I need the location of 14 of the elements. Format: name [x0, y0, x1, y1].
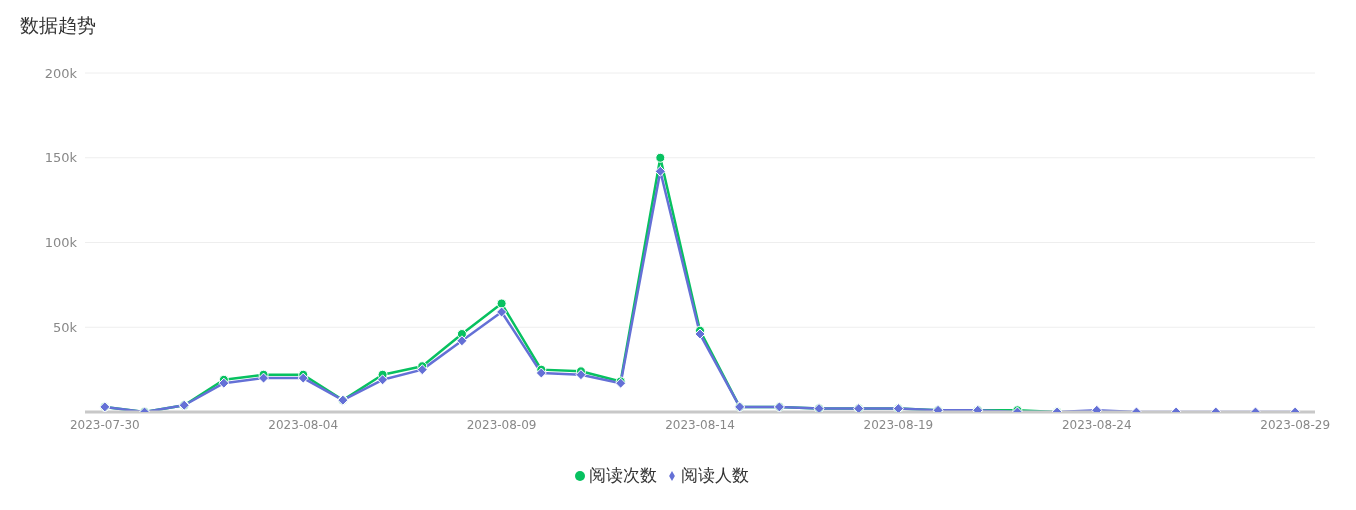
y-tick-label: 200k	[44, 65, 78, 81]
x-tick-label: 2023-08-19	[863, 417, 934, 432]
x-tick-label: 2023-08-04	[268, 417, 339, 432]
y-tick-label: 50k	[52, 319, 78, 335]
chart-title: 数据趋势	[19, 13, 97, 38]
x-tick-label: 2023-07-30	[69, 417, 140, 432]
legend-label: 阅读人数	[680, 465, 749, 485]
x-tick-label: 2023-08-29	[1260, 417, 1331, 432]
legend-label: 阅读次数	[588, 465, 657, 485]
x-tick-label: 2023-08-24	[1061, 417, 1132, 432]
x-tick-label: 2023-08-14	[665, 417, 735, 432]
x-tick-label: 2023-08-09	[466, 417, 537, 432]
y-tick-label: 150k	[44, 150, 78, 166]
y-tick-label: 100k	[44, 235, 78, 251]
